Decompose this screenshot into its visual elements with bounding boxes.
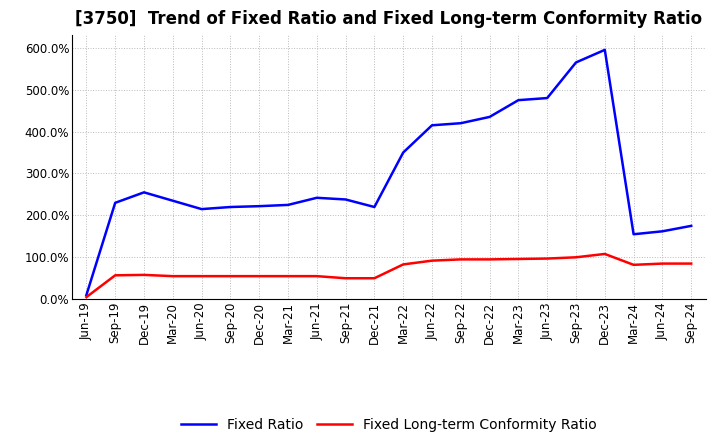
Fixed Ratio [226, 204, 235, 209]
Fixed Long-term Conformity Ratio [226, 274, 235, 279]
Fixed Long-term Conformity Ratio [284, 274, 292, 279]
Fixed Ratio [572, 60, 580, 65]
Fixed Ratio [687, 223, 696, 228]
Fixed Long-term Conformity Ratio [629, 262, 638, 268]
Fixed Ratio [428, 123, 436, 128]
Fixed Ratio [514, 98, 523, 103]
Fixed Ratio [658, 229, 667, 234]
Title: [3750]  Trend of Fixed Ratio and Fixed Long-term Conformity Ratio: [3750] Trend of Fixed Ratio and Fixed Lo… [75, 10, 703, 28]
Fixed Long-term Conformity Ratio [514, 257, 523, 262]
Fixed Ratio [485, 114, 494, 120]
Fixed Long-term Conformity Ratio [197, 274, 206, 279]
Fixed Ratio [197, 206, 206, 212]
Fixed Ratio [82, 292, 91, 297]
Fixed Ratio [370, 204, 379, 209]
Fixed Long-term Conformity Ratio [111, 273, 120, 278]
Fixed Ratio [399, 150, 408, 155]
Fixed Long-term Conformity Ratio [255, 274, 264, 279]
Fixed Long-term Conformity Ratio [543, 256, 552, 261]
Fixed Ratio [456, 121, 465, 126]
Fixed Ratio [341, 197, 350, 202]
Fixed Long-term Conformity Ratio [341, 275, 350, 281]
Fixed Long-term Conformity Ratio [485, 257, 494, 262]
Fixed Long-term Conformity Ratio [168, 274, 177, 279]
Fixed Long-term Conformity Ratio [572, 255, 580, 260]
Fixed Ratio [111, 200, 120, 205]
Fixed Long-term Conformity Ratio [456, 257, 465, 262]
Fixed Ratio [255, 204, 264, 209]
Fixed Long-term Conformity Ratio [370, 275, 379, 281]
Fixed Long-term Conformity Ratio [687, 261, 696, 266]
Fixed Ratio [629, 231, 638, 237]
Fixed Long-term Conformity Ratio [140, 272, 148, 278]
Fixed Long-term Conformity Ratio [399, 262, 408, 267]
Fixed Ratio [168, 198, 177, 203]
Fixed Long-term Conformity Ratio [428, 258, 436, 263]
Fixed Ratio [284, 202, 292, 208]
Fixed Ratio [543, 95, 552, 101]
Fixed Long-term Conformity Ratio [600, 251, 609, 257]
Fixed Ratio [600, 47, 609, 52]
Legend: Fixed Ratio, Fixed Long-term Conformity Ratio: Fixed Ratio, Fixed Long-term Conformity … [176, 412, 602, 437]
Line: Fixed Ratio: Fixed Ratio [86, 50, 691, 295]
Fixed Ratio [140, 190, 148, 195]
Fixed Long-term Conformity Ratio [312, 274, 321, 279]
Line: Fixed Long-term Conformity Ratio: Fixed Long-term Conformity Ratio [86, 254, 691, 297]
Fixed Ratio [312, 195, 321, 201]
Fixed Long-term Conformity Ratio [82, 294, 91, 300]
Fixed Long-term Conformity Ratio [658, 261, 667, 266]
